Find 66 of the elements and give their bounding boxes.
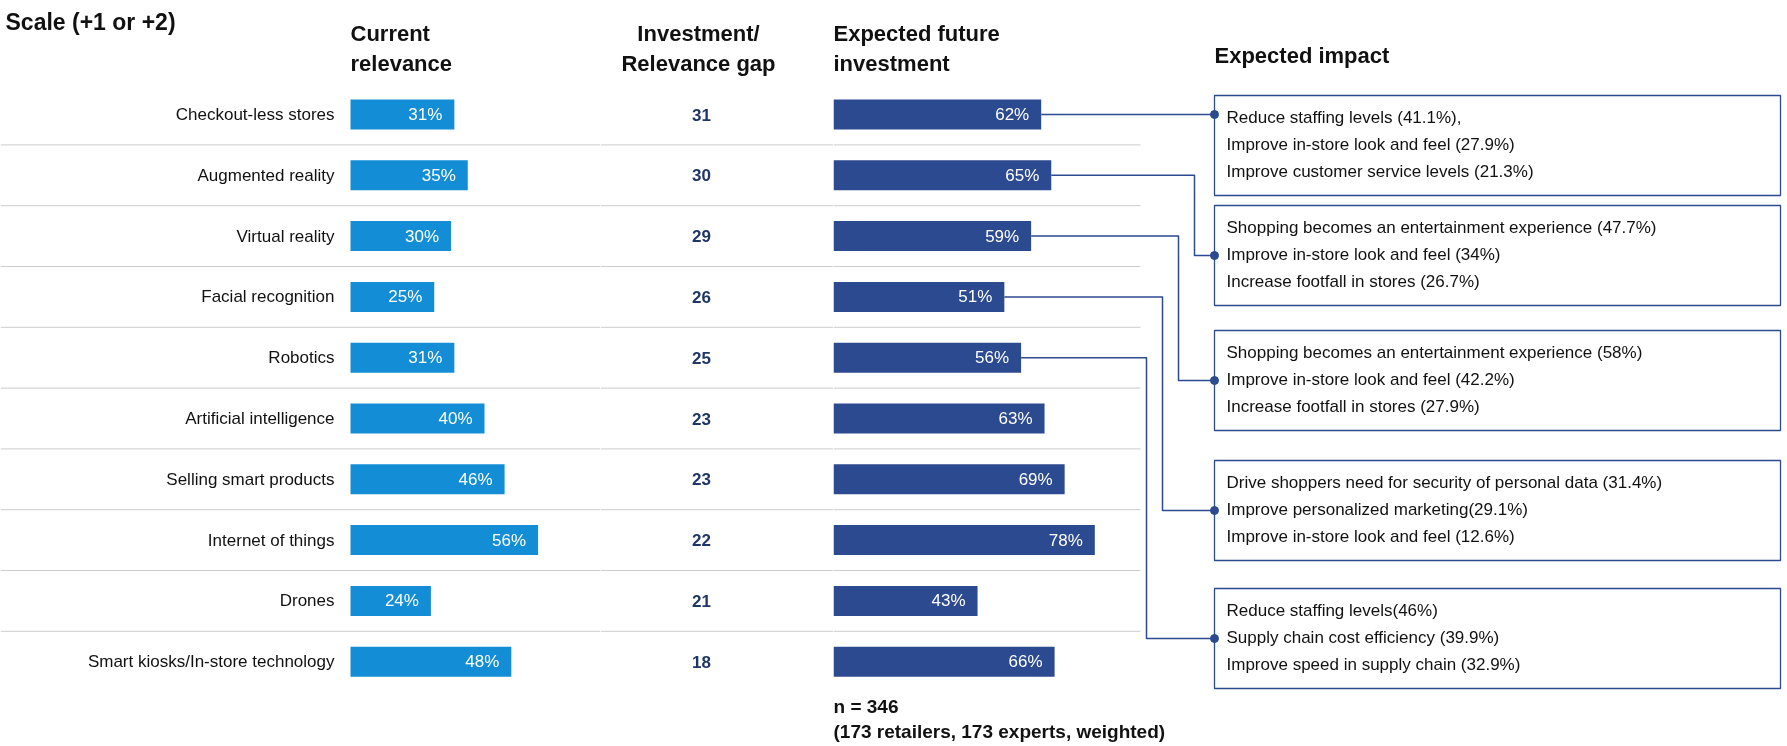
data-label: 40% — [438, 409, 473, 428]
data-label: 30% — [404, 226, 440, 246]
data-label: 31% — [408, 348, 443, 368]
bar — [350, 221, 451, 252]
data-label: 59% — [985, 226, 1020, 246]
data-label: 25 — [692, 348, 711, 368]
data-label: 23 — [692, 409, 711, 429]
data-label: 35% — [421, 165, 456, 185]
text: Drive shoppers need for security of personal data (31.4%) Improve personalized marketing(29.1%) Improve in-store look and feel (12.6%) — [1226, 473, 1663, 546]
bar — [350, 464, 505, 495]
text: Shopping becomes an entertainment experience (58%) Improve in-store look and feel (42.2%) Increase footfall in stores (27.9%) — [1226, 343, 1643, 416]
data-label: 66% — [1008, 652, 1043, 672]
text: Shopping becomes an entertainment experience (47.7%) Improve in-store look and feel (34%) Increase footfall in stores (26.7%) — [1226, 218, 1657, 291]
y-tick-label: Artificial intelligence — [185, 409, 335, 428]
chart-title: Current relevance — [350, 20, 453, 76]
data-label: 21 — [692, 591, 711, 611]
text: Reduce staffing levels(46%) Supply chain cost efficiency (39.9%) Improve speed in supply chain (32.9%) — [1226, 601, 1521, 674]
text: Investment/ Relevance gap — [621, 20, 776, 76]
bar — [350, 585, 431, 616]
data-label: 23 — [692, 470, 711, 490]
bar — [833, 585, 978, 616]
data-label: 31 — [692, 105, 711, 125]
bar — [833, 525, 1095, 556]
text: Scale (+1 or +2) — [5, 8, 176, 35]
data-label: 69% — [1018, 469, 1053, 489]
data-label: 22 — [692, 531, 711, 551]
bar — [350, 342, 455, 373]
data-label: 78% — [1048, 530, 1083, 550]
text: Expected impact — [1214, 43, 1391, 68]
text: Reduce staffing levels (41.1%), Improve in-store look and feel (27.9%) Improve customer service levels (21.3%) — [1226, 108, 1534, 181]
data-label: 56% — [975, 348, 1010, 368]
data-label: 29 — [692, 227, 711, 247]
text: n = 346 (173 retailers, 173 experts, weighted) — [833, 695, 1166, 742]
data-label: 56% — [492, 530, 527, 550]
data-label: 48% — [465, 652, 500, 672]
data-label: 51% — [958, 287, 993, 307]
data-label: 46% — [458, 469, 493, 489]
data-label: 25% — [388, 287, 423, 307]
data-label: 65% — [1005, 165, 1040, 185]
bar — [350, 160, 468, 191]
y-tick-label: Checkout-less stores — [175, 105, 335, 124]
chart-title: Expected future investment — [833, 20, 1000, 76]
bar — [350, 281, 435, 312]
bar — [350, 99, 455, 130]
data-label: 18 — [692, 652, 711, 672]
data-label: 62% — [995, 105, 1030, 124]
y-tick-label: Internet of things — [207, 530, 335, 550]
bar — [833, 646, 1055, 677]
bar — [350, 403, 485, 434]
data-label: 24% — [384, 591, 419, 611]
data-label: 43% — [931, 591, 966, 611]
y-tick-label: Facial recognition — [201, 287, 335, 307]
y-tick-label: Virtual reality — [236, 226, 335, 246]
y-tick-label: Selling smart products — [166, 469, 335, 489]
bar — [833, 464, 1065, 495]
data-label: 26 — [692, 287, 711, 307]
y-tick-label: Augmented reality — [197, 165, 335, 185]
bar — [350, 525, 539, 556]
data-label: 30 — [692, 166, 711, 186]
bar — [833, 403, 1045, 434]
y-tick-label: Robotics — [268, 348, 335, 368]
y-tick-label: Drones — [279, 591, 335, 611]
y-tick-label: Smart kiosks/In-store technology — [87, 652, 335, 672]
data-label: 63% — [998, 409, 1033, 428]
data-label: 31% — [408, 105, 443, 124]
bar — [350, 646, 512, 677]
